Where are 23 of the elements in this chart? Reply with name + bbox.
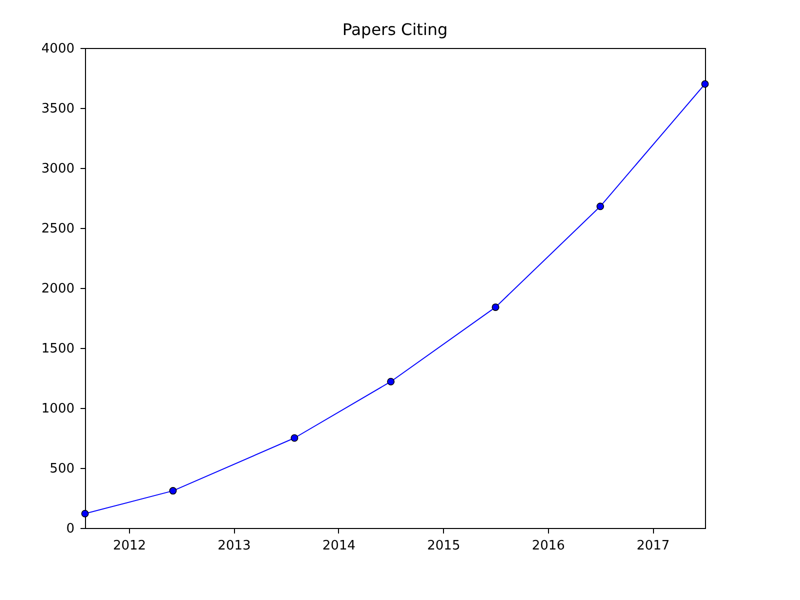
y-tick-label: 4000 — [41, 42, 74, 56]
chart-title: Papers Citing — [342, 20, 448, 39]
y-tick-label: 2500 — [41, 222, 74, 236]
x-tick-label: 2015 — [427, 538, 460, 554]
y-tick-label: 2000 — [41, 282, 74, 296]
x-tick-label: 2013 — [218, 538, 251, 554]
y-tick-label: 3000 — [41, 162, 74, 176]
point — [290, 434, 298, 442]
y-tick-label: 3500 — [41, 102, 74, 116]
point — [169, 487, 177, 495]
point — [492, 303, 500, 311]
y-tick-label: 1500 — [41, 342, 74, 356]
x-tick-label: 2017 — [636, 538, 670, 554]
x-tick-label: 2016 — [532, 538, 565, 554]
point — [387, 378, 395, 386]
point — [81, 510, 89, 518]
point — [701, 80, 709, 88]
y-tick-label: 0 — [66, 522, 74, 536]
point — [596, 202, 604, 210]
x-tick-label: 2014 — [322, 538, 356, 554]
x-tick-label: 2012 — [112, 538, 146, 554]
y-tick-label: 500 — [50, 462, 74, 476]
y-tick-label: 1000 — [41, 402, 74, 416]
